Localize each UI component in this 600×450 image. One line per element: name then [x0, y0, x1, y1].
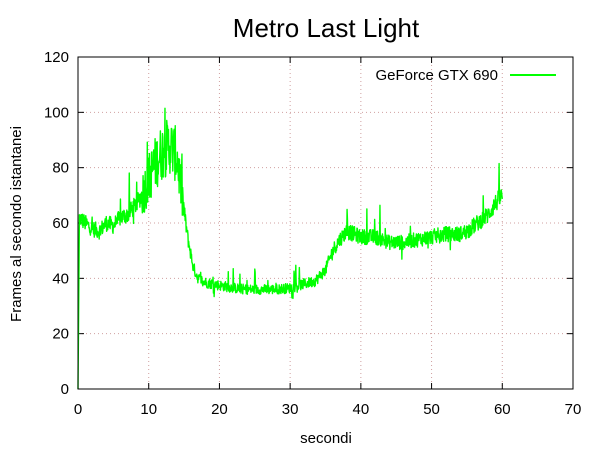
x-tick-label: 30 [282, 401, 299, 418]
series-line [77, 107, 503, 390]
x-tick-label: 50 [423, 401, 440, 418]
legend: GeForce GTX 690 [375, 67, 556, 84]
chart-title: Metro Last Light [233, 13, 420, 43]
x-tick-label: 10 [140, 401, 157, 418]
x-axis-label: secondi [300, 430, 352, 447]
series [77, 107, 503, 390]
x-tick-label: 20 [211, 401, 228, 418]
y-tick-label: 120 [44, 49, 69, 66]
grid [78, 57, 573, 389]
y-tick-label: 40 [52, 270, 69, 287]
y-tick-label: 20 [52, 326, 69, 343]
y-tick-label: 0 [61, 381, 69, 398]
x-tick-label: 40 [353, 401, 370, 418]
x-tick-label: 0 [74, 401, 82, 418]
x-tick-label: 60 [494, 401, 511, 418]
plot-frame [77, 56, 574, 390]
y-tick-label: 60 [52, 215, 69, 232]
ticks: 0 20 40 60 80 100 120 0 10 20 30 40 50 60 70 [44, 49, 581, 418]
y-axis-label: Frames al secondo istantanei [8, 126, 25, 322]
legend-label: GeForce GTX 690 [375, 67, 498, 84]
y-tick-label: 80 [52, 160, 69, 177]
y-tick-label: 100 [44, 104, 69, 121]
x-tick-label: 70 [565, 401, 582, 418]
